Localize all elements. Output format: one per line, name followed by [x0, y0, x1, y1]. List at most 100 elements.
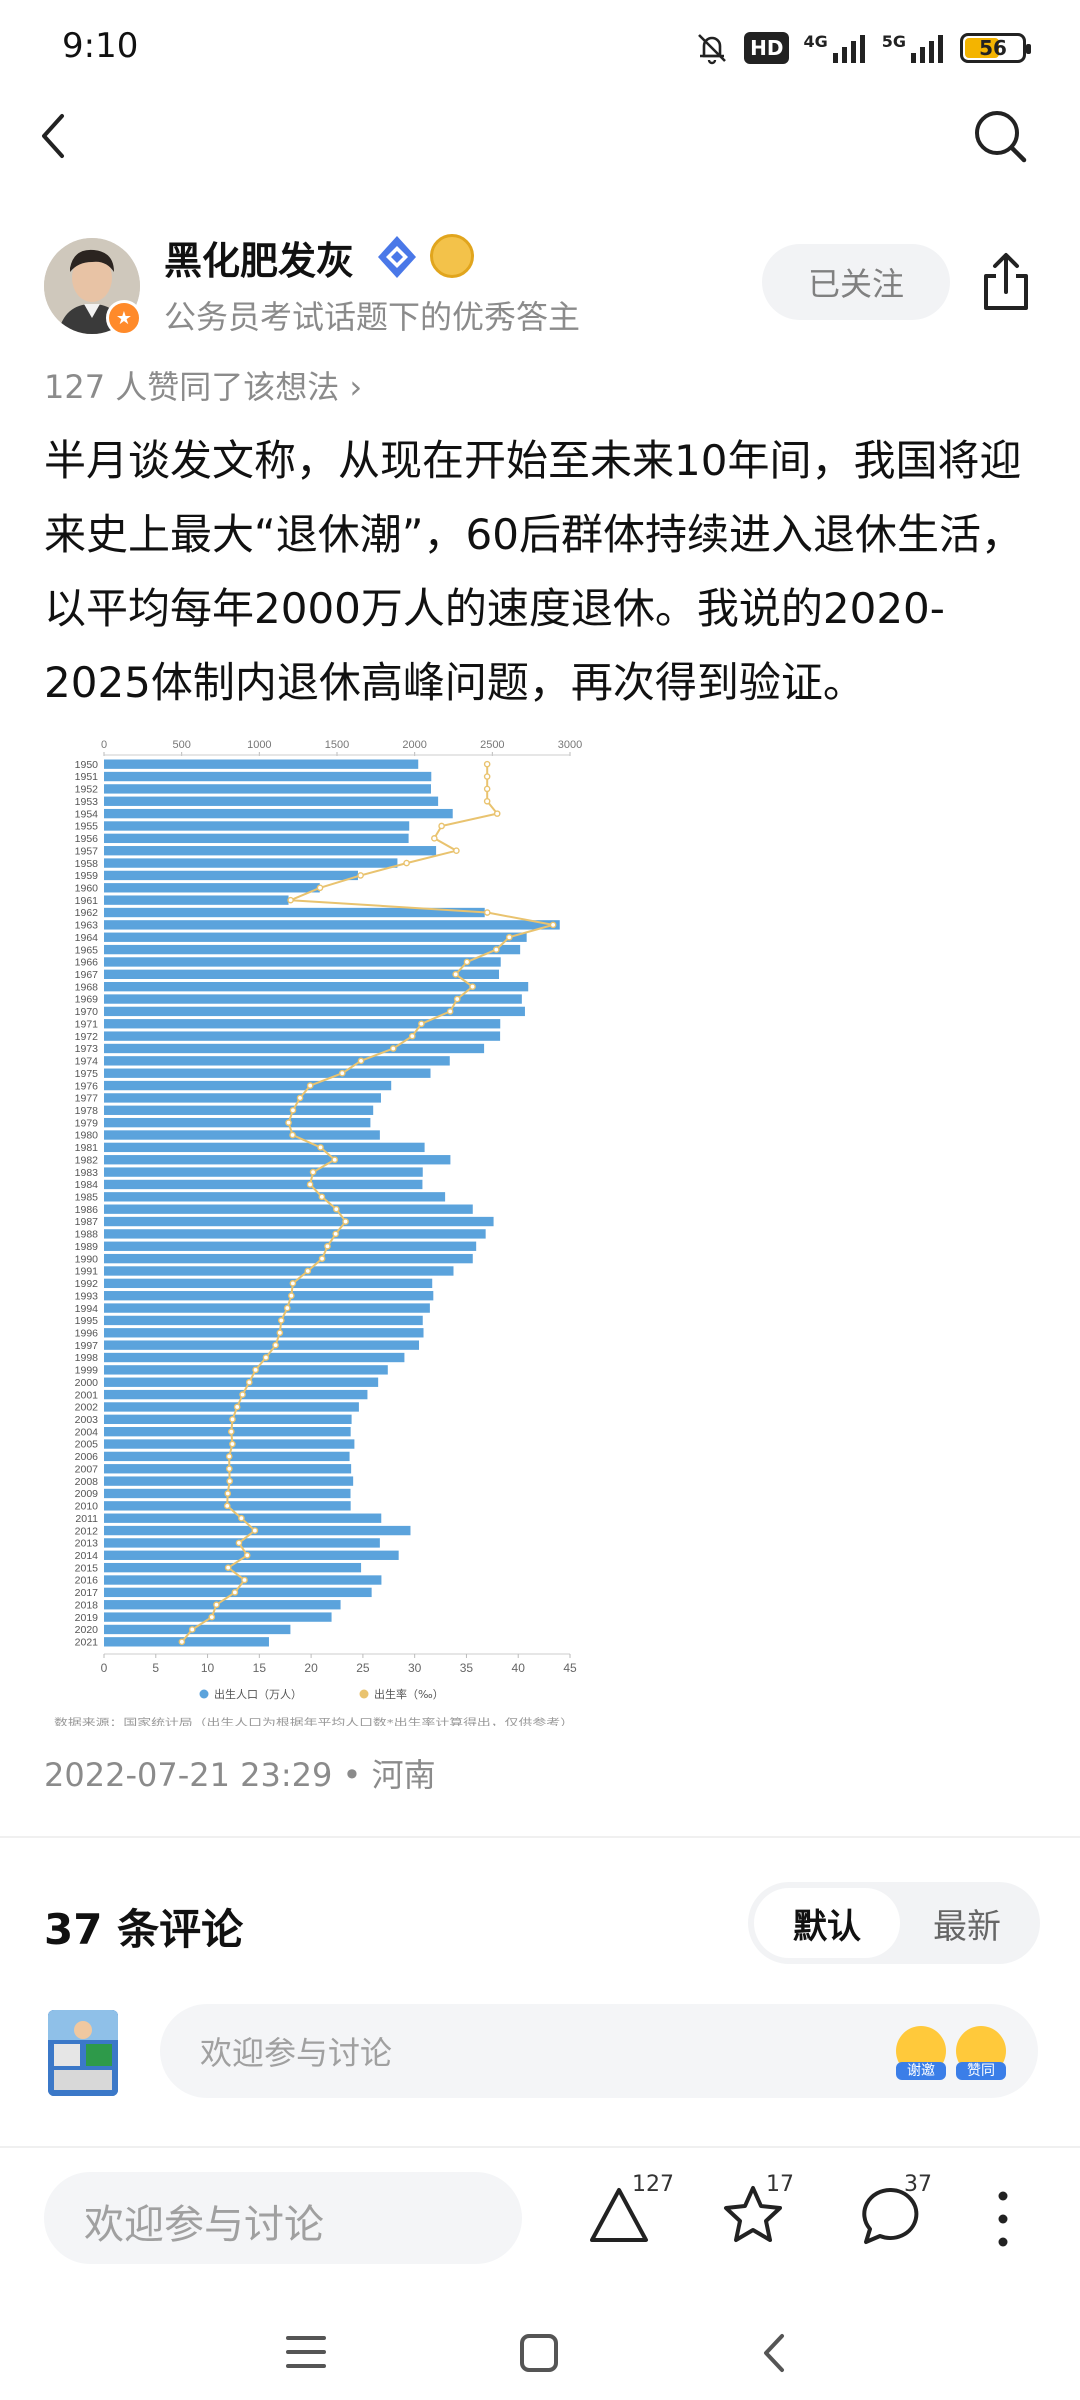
bar-1959 — [104, 870, 358, 881]
top-axis-tick-label: 2000 — [402, 739, 426, 751]
bar-1982 — [104, 1155, 451, 1165]
search-button[interactable] — [970, 106, 1030, 166]
like-button[interactable]: 127 — [584, 2172, 674, 2256]
year-label-1975: 1975 — [75, 1068, 99, 1080]
bar-2003 — [104, 1414, 352, 1424]
year-label-1964: 1964 — [75, 932, 99, 944]
bar-1971 — [104, 1019, 501, 1029]
rate-point-1975 — [338, 1069, 346, 1077]
rate-point-2013 — [235, 1539, 243, 1547]
year-label-1967: 1967 — [75, 969, 99, 981]
agree-emoji-icon[interactable]: 赞同 — [956, 2026, 1006, 2080]
rate-point-1973 — [389, 1045, 397, 1052]
year-label-1995: 1995 — [75, 1315, 99, 1327]
year-label-1950: 1950 — [75, 759, 99, 771]
year-label-2001: 2001 — [75, 1389, 99, 1401]
rate-point-2021 — [178, 1638, 186, 1646]
rate-point-1999 — [252, 1366, 259, 1374]
bar-1953 — [104, 796, 439, 806]
rate-point-1962 — [483, 909, 491, 916]
bar-1967 — [104, 969, 500, 979]
bar-1999 — [104, 1365, 388, 1375]
bar-1951 — [104, 771, 432, 782]
star-badge-icon: ★ — [106, 300, 142, 336]
favorite-button[interactable]: 17 — [718, 2172, 798, 2256]
bar-1973 — [104, 1043, 485, 1054]
year-label-1989: 1989 — [75, 1241, 99, 1253]
bar-1962 — [104, 907, 485, 918]
author-name[interactable]: 黑化肥发灰 — [164, 239, 355, 283]
share-button[interactable] — [978, 250, 1034, 314]
sort-latest-tab[interactable]: 最新 — [933, 1906, 1001, 1947]
rate-point-2012 — [251, 1527, 259, 1534]
year-label-2005: 2005 — [75, 1439, 99, 1451]
bar-1957 — [104, 846, 437, 856]
bar-1985 — [104, 1192, 446, 1202]
favorite-count: 17 — [766, 2172, 794, 2197]
sort-default-tab[interactable]: 默认 — [754, 1888, 900, 1958]
year-label-1965: 1965 — [75, 944, 99, 956]
rate-point-1991 — [304, 1267, 312, 1275]
thanks-invite-emoji-icon[interactable]: 谢邀 — [896, 2026, 946, 2080]
comments-button[interactable]: 37 — [856, 2172, 936, 2256]
top-axis-tick-label: 500 — [172, 739, 190, 751]
rate-point-2019 — [208, 1613, 216, 1621]
year-label-2014: 2014 — [75, 1550, 99, 1562]
bottom-comment-input[interactable]: 欢迎参与讨论 — [44, 2172, 522, 2264]
rate-point-1990 — [318, 1255, 326, 1262]
rate-point-1963 — [549, 921, 557, 929]
chart-svg: 0 500 1000 1500 2000 2500 3000 1950195119521953… — [54, 739, 582, 1726]
year-label-1977: 1977 — [75, 1093, 99, 1105]
legend-birth-rate: 出生率（‰） — [374, 1687, 444, 1701]
signal-icon — [832, 35, 865, 63]
rate-point-1964 — [506, 933, 513, 941]
bar-1991 — [104, 1266, 454, 1276]
birth-population-chart[interactable]: 0 500 1000 1500 2000 2500 3000 1950 1951 1952 1953… — [44, 736, 592, 1726]
rate-point-2004 — [227, 1428, 235, 1435]
year-label-1951: 1951 — [75, 771, 99, 783]
comment-input[interactable]: 欢迎参与讨论 谢邀 赞同 — [160, 2004, 1038, 2098]
likes-summary-link[interactable]: 127 人赞同了该想法 › — [44, 368, 363, 406]
menu-nav-icon[interactable] — [284, 2332, 328, 2372]
post-meta: 2022-07-21 23:29 • 河南 — [44, 1756, 436, 1794]
rate-point-1959 — [357, 872, 364, 879]
rate-point-1983 — [309, 1168, 317, 1176]
back-button[interactable] — [30, 106, 80, 166]
rate-point-2018 — [213, 1601, 220, 1609]
rate-point-2002 — [233, 1403, 241, 1411]
star-icon — [724, 2186, 782, 2242]
bar-1987 — [104, 1216, 494, 1227]
home-nav-icon[interactable] — [518, 2332, 560, 2374]
legend-birth-population: 出生人口（万人） — [214, 1687, 302, 1701]
year-label-2004: 2004 — [75, 1426, 99, 1438]
emoji-label: 谢邀 — [896, 2062, 946, 2080]
bar-1992 — [104, 1278, 433, 1289]
more-button[interactable] — [988, 2186, 1018, 2252]
year-label-1999: 1999 — [75, 1365, 99, 1377]
rate-point-2000 — [245, 1378, 253, 1386]
rate-point-2008 — [226, 1477, 234, 1485]
rate-point-1955 — [438, 822, 445, 830]
like-count: 127 — [632, 2172, 674, 2197]
rate-point-1977 — [296, 1094, 304, 1102]
follow-button[interactable]: 已关注 — [762, 244, 950, 320]
bar-1997 — [104, 1340, 420, 1350]
back-nav-icon[interactable] — [756, 2330, 792, 2376]
rate-point-1980 — [289, 1131, 296, 1139]
year-label-1961: 1961 — [75, 895, 99, 907]
medal-badge-icon — [430, 234, 474, 278]
bar-1980 — [104, 1130, 380, 1140]
bar-1993 — [104, 1291, 434, 1301]
year-label-2006: 2006 — [75, 1451, 99, 1463]
bar-2004 — [104, 1427, 351, 1437]
year-label-1960: 1960 — [75, 882, 99, 894]
year-label-2007: 2007 — [75, 1463, 99, 1475]
year-label-1988: 1988 — [75, 1229, 99, 1241]
bar-1983 — [104, 1167, 423, 1177]
battery-icon: 56 — [960, 33, 1031, 63]
rate-point-1960 — [316, 884, 324, 892]
bottom-axis-tick-label: 45 — [563, 1661, 577, 1675]
bar-2021 — [104, 1637, 269, 1647]
bar-1969 — [104, 994, 522, 1004]
bar-1963 — [104, 920, 560, 930]
